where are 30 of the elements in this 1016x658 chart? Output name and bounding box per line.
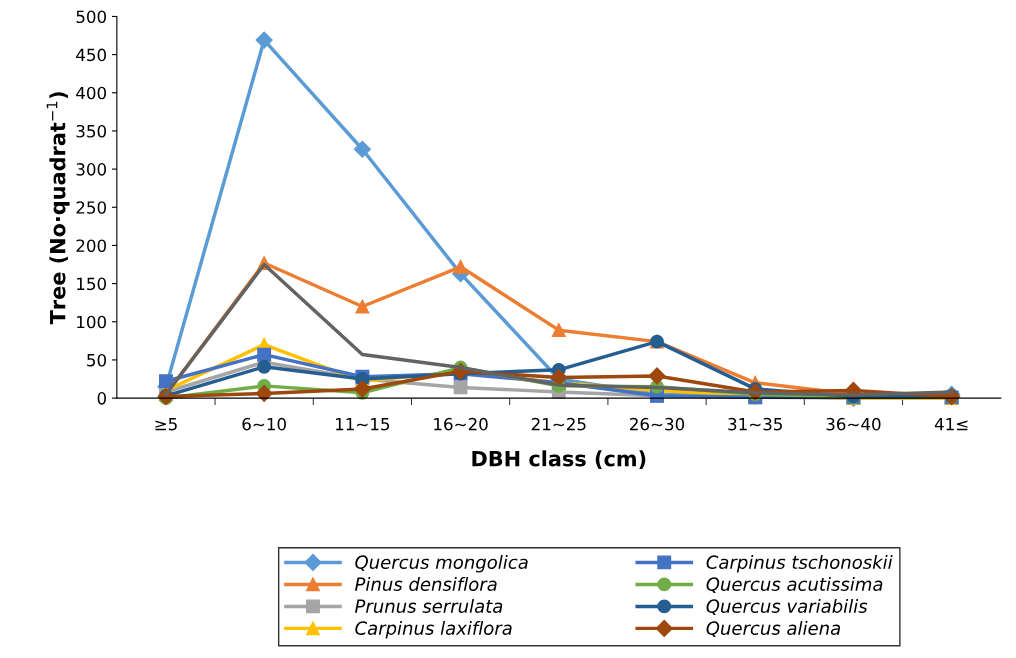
y-tick-label: 150 — [77, 277, 107, 291]
x-tick-label: 21~25 — [531, 417, 586, 431]
legend-label: Quercus variabilis — [706, 599, 868, 616]
legend-label: Quercus acutissima — [706, 577, 883, 594]
y-tick-label: 500 — [76, 10, 107, 24]
x-tick-label: 11~15 — [336, 418, 390, 431]
x-tick-label: 6~10 — [242, 417, 286, 431]
x-tick-label: 41≤ — [934, 418, 968, 431]
x-tick-label: ≥5 — [155, 418, 177, 431]
y-tick-label: 300 — [76, 163, 107, 176]
legend-label: Prunus serrulata — [355, 599, 503, 613]
y-tick-label: 100 — [77, 315, 107, 329]
x-tick-label: 26~30 — [630, 417, 685, 431]
y-tick-label: 0 — [97, 392, 107, 405]
y-tick-label: 350 — [76, 124, 107, 138]
x-axis-title: DBH class (cm) — [472, 450, 646, 469]
legend-label: Quercus aliena — [706, 620, 840, 638]
legend-label: Pinus densiflora — [355, 577, 497, 591]
x-tick-label: 36~40 — [826, 417, 881, 431]
x-tick-label: 31~35 — [728, 417, 782, 431]
legend-label: Carpinus tschonoskii — [706, 555, 893, 573]
x-tick-label: 16~20 — [434, 417, 488, 431]
y-tick-label: 200 — [76, 239, 107, 252]
y-tick-label: 250 — [76, 201, 107, 214]
y-tick-label: 50 — [87, 353, 107, 367]
legend-label: Quercus mongolica — [355, 555, 528, 573]
y-tick-label: 400 — [76, 86, 107, 100]
legend-label: Carpinus laxiflora — [355, 620, 512, 639]
y-tick-label: 450 — [76, 48, 107, 62]
y-axis-title: Tree (No·quadrat$^{−1}$) — [46, 92, 70, 325]
